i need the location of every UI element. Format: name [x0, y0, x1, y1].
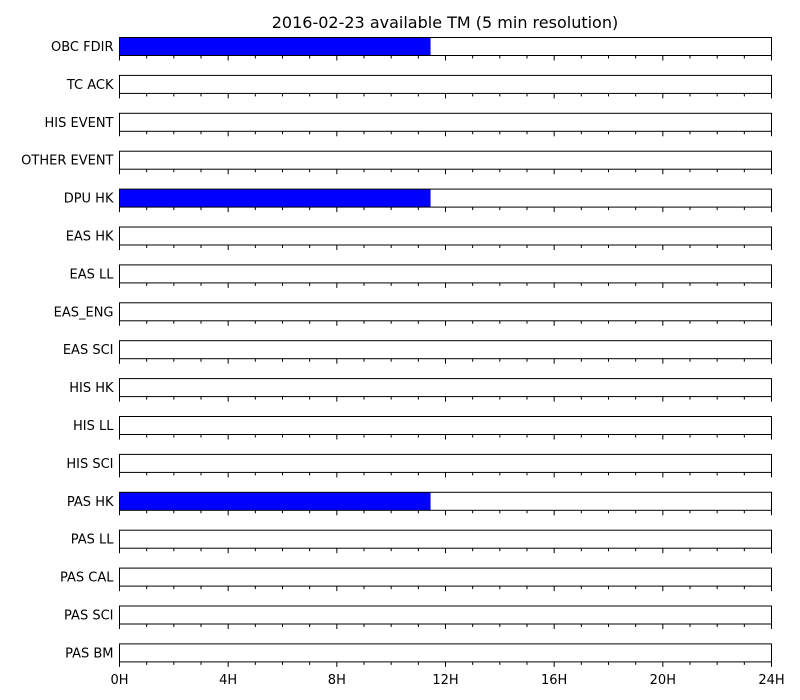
row-frame	[119, 453, 772, 473]
row-label: DPU HK	[64, 192, 114, 207]
row-his-hk: HIS HK	[69, 378, 772, 402]
row-other-event: OTHER EVENT	[21, 150, 772, 175]
row-frame	[119, 302, 772, 322]
row-frame	[119, 74, 772, 94]
row-his-sci: HIS SCI	[66, 453, 772, 478]
row-frame	[119, 150, 772, 170]
row-pas-bm: PAS BM	[65, 643, 772, 667]
row-frame	[119, 378, 772, 398]
availability-bar	[119, 37, 431, 56]
row-dpu-hk: DPU HK	[64, 188, 772, 213]
row-pas-sci: PAS SCI	[64, 605, 772, 629]
row-label: OBC FDIR	[51, 40, 114, 55]
row-label: PAS SCI	[64, 609, 113, 624]
row-eas-ll: EAS LL	[70, 264, 772, 288]
row-frame	[119, 605, 772, 625]
row-frame	[119, 416, 772, 435]
row-label: PAS HK	[67, 495, 114, 510]
row-his-ll: HIS LL	[73, 416, 772, 440]
row-eas-hk: EAS HK	[66, 226, 772, 250]
row-eas-eng: EAS_ENG	[54, 302, 772, 326]
x-tick-label: 16H	[541, 673, 567, 688]
chart-title: 2016-02-23 available TM (5 min resolutio…	[272, 13, 618, 32]
row-frame	[119, 226, 772, 246]
row-label: OTHER EVENT	[21, 154, 113, 169]
row-frame	[119, 340, 772, 360]
chart-rows: OBC FDIR TC ACK HIS EVENT OTHER EVENT DPU HK…	[21, 37, 772, 667]
row-label: HIS HK	[69, 381, 114, 396]
x-tick-label: 20H	[650, 673, 676, 688]
x-axis: 0H 4H 8H 12H 16H 20H 24H	[110, 673, 784, 688]
x-tick-label: 24H	[758, 673, 784, 688]
row-frame	[119, 529, 772, 549]
row-eas-sci: EAS SCI	[63, 340, 772, 364]
x-tick-label: 12H	[432, 673, 458, 688]
row-label: PAS LL	[71, 533, 115, 548]
row-label: PAS CAL	[60, 571, 114, 586]
x-tick-label: 8H	[328, 673, 346, 688]
row-label: EAS LL	[70, 267, 115, 282]
row-pas-ll: PAS LL	[71, 529, 772, 554]
availability-bar	[119, 492, 431, 511]
row-label: EAS HK	[66, 230, 114, 245]
row-tc-ack: TC ACK	[66, 74, 772, 99]
x-tick-label: 4H	[219, 673, 237, 688]
row-label: HIS EVENT	[45, 116, 114, 131]
row-label: EAS SCI	[63, 343, 114, 358]
availability-bar	[119, 189, 431, 208]
row-frame	[119, 567, 772, 587]
row-his-event: HIS EVENT	[45, 112, 772, 137]
row-label: PAS BM	[65, 646, 113, 661]
row-label: EAS_ENG	[54, 305, 114, 320]
x-tick-label: 0H	[110, 673, 128, 688]
row-pas-cal: PAS CAL	[60, 567, 772, 592]
row-label: TC ACK	[66, 78, 114, 93]
row-label: HIS SCI	[66, 457, 113, 472]
row-label: HIS LL	[73, 419, 114, 434]
row-frame	[119, 264, 772, 284]
row-obc-fdir: OBC FDIR	[51, 37, 772, 61]
row-pas-hk: PAS HK	[67, 491, 772, 516]
row-frame	[119, 643, 772, 663]
row-frame	[119, 112, 772, 132]
